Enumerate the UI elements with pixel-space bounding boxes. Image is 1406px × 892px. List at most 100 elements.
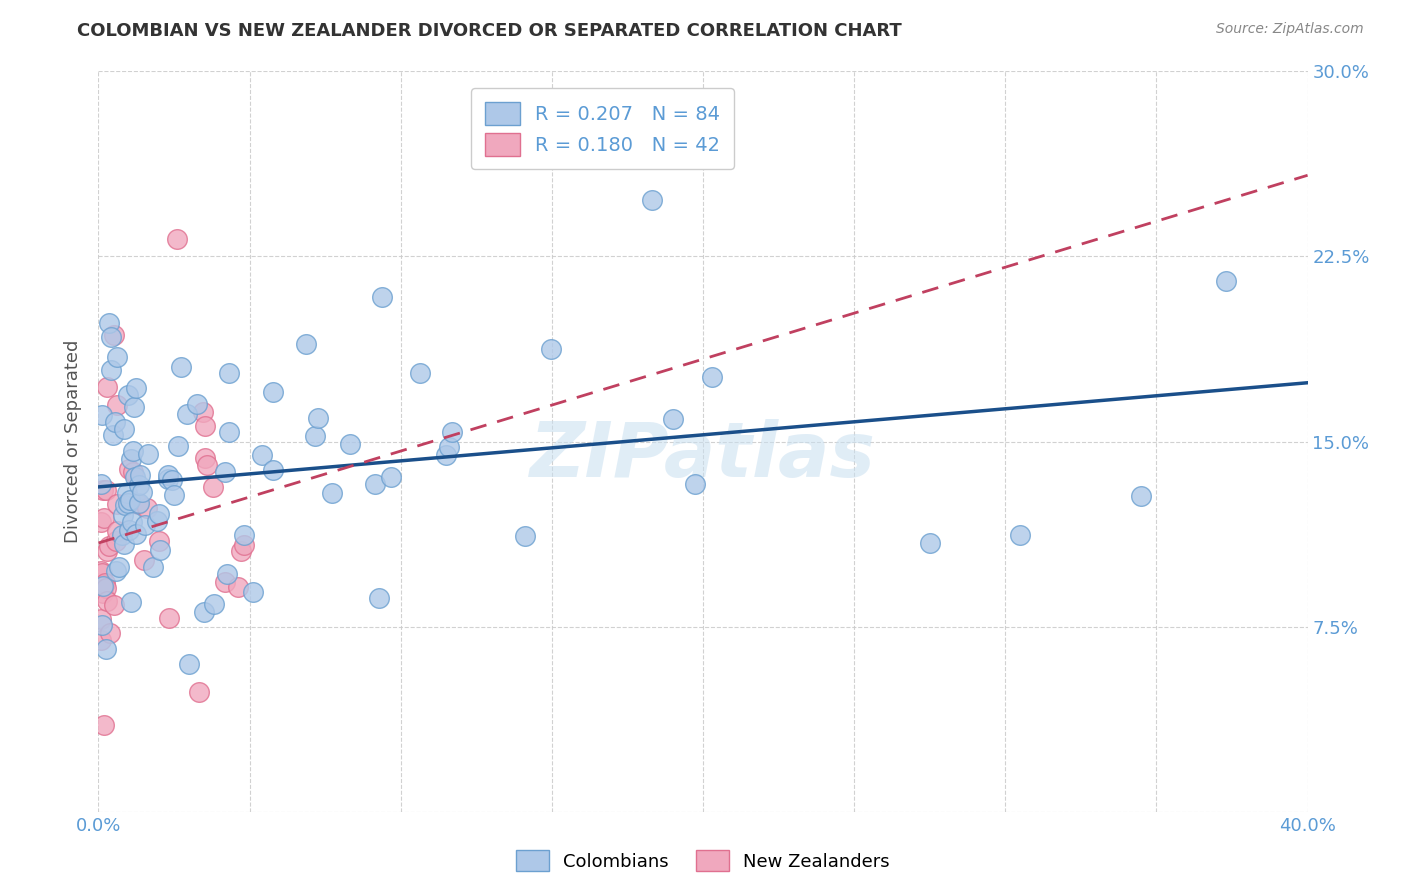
Text: ZIPatlas: ZIPatlas — [530, 419, 876, 493]
Point — [163, 488, 186, 502]
Point — [233, 528, 256, 542]
Point — [157, 610, 180, 624]
Point — [103, 327, 125, 342]
Point — [117, 388, 139, 402]
Point — [105, 524, 128, 538]
Legend: Colombians, New Zealanders: Colombians, New Zealanders — [509, 843, 897, 879]
Point — [193, 605, 215, 619]
Point — [321, 486, 343, 500]
Point — [262, 384, 284, 399]
Point — [112, 508, 135, 522]
Point — [166, 232, 188, 246]
Point — [117, 496, 139, 510]
Point — [1010, 528, 1032, 542]
Point — [111, 528, 134, 542]
Point — [307, 410, 329, 425]
Point — [98, 626, 121, 640]
Point — [640, 193, 662, 207]
Point — [104, 533, 127, 548]
Point — [214, 465, 236, 479]
Point — [105, 350, 128, 364]
Point — [118, 524, 141, 538]
Point — [100, 363, 122, 377]
Point — [90, 564, 112, 578]
Point — [93, 578, 115, 592]
Point — [364, 477, 387, 491]
Point — [194, 419, 217, 434]
Point — [127, 497, 149, 511]
Point — [218, 366, 240, 380]
Text: COLOMBIAN VS NEW ZEALANDER DIVORCED OR SEPARATED CORRELATION CHART: COLOMBIAN VS NEW ZEALANDER DIVORCED OR S… — [77, 22, 903, 40]
Point — [90, 612, 112, 626]
Point — [112, 422, 135, 436]
Point — [118, 461, 141, 475]
Point — [186, 397, 208, 411]
Point — [262, 463, 284, 477]
Point — [90, 516, 112, 530]
Point — [295, 337, 318, 351]
Point — [160, 473, 183, 487]
Point — [125, 381, 148, 395]
Point — [367, 591, 389, 606]
Point — [437, 441, 460, 455]
Point — [128, 478, 150, 492]
Point — [91, 618, 114, 632]
Text: Source: ZipAtlas.com: Source: ZipAtlas.com — [1216, 22, 1364, 37]
Point — [93, 718, 115, 732]
Point — [91, 483, 114, 497]
Point — [702, 369, 724, 384]
Point — [96, 582, 118, 596]
Point — [105, 398, 128, 412]
Point — [101, 427, 124, 442]
Point — [94, 575, 117, 590]
Point — [202, 480, 225, 494]
Point — [120, 451, 142, 466]
Point — [122, 401, 145, 415]
Point — [179, 657, 201, 671]
Point — [304, 429, 326, 443]
Point — [90, 633, 112, 648]
Point — [94, 483, 117, 497]
Point — [131, 484, 153, 499]
Point — [128, 496, 150, 510]
Point — [233, 538, 256, 552]
Point — [129, 467, 152, 482]
Point — [339, 437, 361, 451]
Point — [91, 586, 114, 600]
Point — [662, 412, 685, 426]
Point — [91, 579, 114, 593]
Point — [93, 511, 115, 525]
Point — [170, 359, 193, 374]
Legend: R = 0.207   N = 84, R = 0.180   N = 42: R = 0.207 N = 84, R = 0.180 N = 42 — [471, 88, 734, 169]
Point — [250, 448, 273, 462]
Point — [540, 342, 562, 356]
Point — [118, 493, 141, 508]
Point — [138, 447, 160, 461]
Point — [195, 458, 218, 472]
Point — [683, 477, 706, 491]
Point — [214, 574, 236, 589]
Point — [125, 527, 148, 541]
Point — [104, 415, 127, 429]
Point — [194, 451, 217, 466]
Point — [114, 498, 136, 512]
Point — [90, 477, 112, 491]
Point — [120, 595, 142, 609]
Point — [91, 566, 114, 581]
Point — [149, 543, 172, 558]
Point — [148, 507, 170, 521]
Point — [440, 425, 463, 440]
Point — [142, 560, 165, 574]
Point — [191, 405, 214, 419]
Point — [148, 533, 170, 548]
Point — [1130, 489, 1153, 503]
Point — [217, 566, 239, 581]
Point — [218, 425, 240, 439]
Point — [145, 514, 167, 528]
Point — [156, 472, 179, 486]
Point — [513, 528, 536, 542]
Point — [96, 379, 118, 393]
Point — [112, 536, 135, 550]
Y-axis label: Divorced or Separated: Divorced or Separated — [65, 340, 83, 543]
Point — [96, 594, 118, 608]
